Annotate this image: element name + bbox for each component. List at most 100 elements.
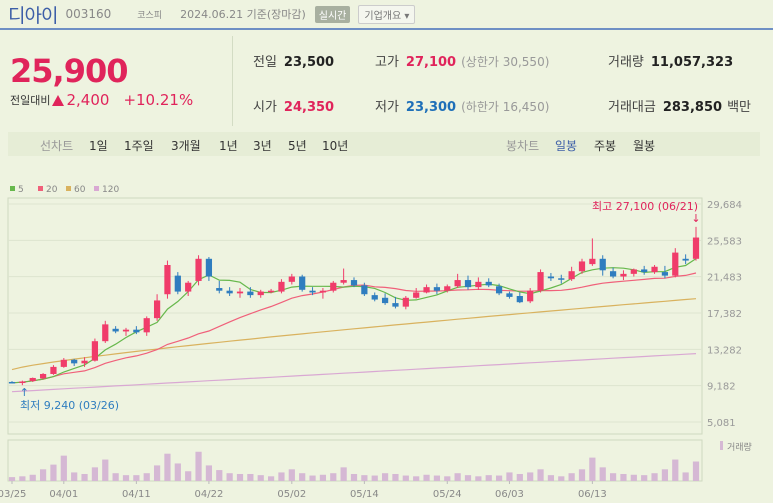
upper-limit: (상한가 30,550) xyxy=(461,55,550,69)
ma5-line xyxy=(11,258,697,384)
volume-bar xyxy=(527,472,534,481)
tab-5year[interactable]: 5년 xyxy=(288,139,307,153)
candle-body xyxy=(143,318,150,333)
candle-body xyxy=(392,303,399,307)
stat-value: 23,300 xyxy=(405,100,457,115)
y-tick-label: 17,382 xyxy=(707,309,742,320)
volume-bar xyxy=(464,475,472,481)
realtime-button[interactable]: 실시간 xyxy=(314,5,351,23)
candle-body xyxy=(475,281,482,288)
legend-swatch xyxy=(94,186,99,191)
x-tick-label: 03/25 xyxy=(0,489,26,500)
volume-bar xyxy=(112,473,119,481)
legend-swatch xyxy=(38,186,43,191)
change-percent: +10.21% xyxy=(123,91,194,109)
change-label: 전일대비 xyxy=(10,94,51,107)
stat-volume: 거래량 11,057,323 xyxy=(608,51,733,70)
candle-body xyxy=(547,276,555,279)
volume-bar xyxy=(299,473,306,481)
tab-3month[interactable]: 3개월 xyxy=(171,139,201,153)
stat-value: 11,057,323 xyxy=(650,55,734,70)
volume-bar xyxy=(454,473,461,481)
volume-bar xyxy=(568,473,575,481)
price-change: 전일대비 2,400 +10.21% xyxy=(10,91,193,109)
company-overview-dropdown[interactable]: 기업개요 ▾ xyxy=(358,4,416,24)
candle-body xyxy=(413,292,420,298)
y-tick-label: 25,583 xyxy=(707,236,742,247)
tab-candle-chart[interactable]: 봉차트 xyxy=(506,139,540,153)
candle-body xyxy=(558,278,565,280)
candle-body xyxy=(444,286,451,291)
y-tick-label: 13,282 xyxy=(707,345,742,356)
y-tick-label: 21,483 xyxy=(707,273,742,284)
stock-code: 003160 xyxy=(65,7,112,21)
candle-body xyxy=(278,281,285,292)
tab-line-chart[interactable]: 선차트 xyxy=(40,139,74,153)
stat-value: 27,100 xyxy=(405,55,457,70)
volume-bar xyxy=(361,475,368,481)
volume-bar xyxy=(578,469,586,481)
tab-1week[interactable]: 1주일 xyxy=(124,139,154,153)
volume-bar xyxy=(71,472,78,481)
candle-body xyxy=(527,290,534,302)
tab-weekly[interactable]: 주봉 xyxy=(594,139,617,153)
volume-bar xyxy=(174,463,181,481)
volume-bar xyxy=(122,475,130,481)
tab-1day[interactable]: 1일 xyxy=(89,139,108,153)
candle-body xyxy=(257,291,264,296)
tab-3year[interactable]: 3년 xyxy=(253,139,272,153)
candle-body xyxy=(267,290,275,293)
x-tick-label: 04/11 xyxy=(122,489,151,500)
volume-bar xyxy=(630,474,637,481)
candle-body xyxy=(236,291,244,294)
tab-1year[interactable]: 1년 xyxy=(219,139,238,153)
candle-body xyxy=(423,287,430,293)
volume-bar xyxy=(651,473,658,481)
volume-bar xyxy=(60,455,67,481)
candle-body xyxy=(402,297,409,307)
header-divider xyxy=(0,28,773,30)
candle-body xyxy=(174,275,181,292)
candle-body xyxy=(350,280,358,286)
tab-monthly[interactable]: 월봉 xyxy=(633,139,656,153)
x-tick-label: 06/13 xyxy=(578,489,607,500)
candle-body xyxy=(589,258,596,265)
high-arrow-icon: ↓ xyxy=(691,212,700,225)
stat-open: 시가 24,350 xyxy=(253,96,334,115)
change-amount: 2,400 xyxy=(66,91,110,109)
volume-bar xyxy=(609,473,617,481)
stat-value: 23,500 xyxy=(283,55,335,70)
market-label: 코스피 xyxy=(137,10,163,21)
candle-body xyxy=(91,341,99,361)
volume-bar xyxy=(195,451,202,481)
volume-bar xyxy=(672,459,679,481)
candle-body xyxy=(381,297,389,304)
volume-bar xyxy=(247,473,254,481)
volume-bar xyxy=(620,473,627,481)
tab-10year[interactable]: 10년 xyxy=(322,139,349,153)
candle-body xyxy=(39,373,47,379)
stat-label: 거래량 xyxy=(608,55,644,70)
tab-daily[interactable]: 일봉 xyxy=(555,139,578,153)
legend-label: 5 xyxy=(18,185,24,195)
volume-bar xyxy=(547,475,555,481)
candle-body xyxy=(226,290,233,294)
volume-bar xyxy=(185,471,192,481)
y-tick-label: 5,081 xyxy=(707,418,736,429)
volume-bar xyxy=(288,469,295,481)
stock-name[interactable]: 디아이 xyxy=(8,4,58,27)
volume-bar xyxy=(50,464,57,481)
low-arrow-icon: ↑ xyxy=(20,386,29,399)
candle-body xyxy=(464,280,472,288)
stat-low: 저가 23,300 (하한가 16,450) xyxy=(375,96,549,115)
volume-bar xyxy=(39,469,47,481)
volume-bar xyxy=(153,465,161,481)
volume-bar xyxy=(340,467,347,481)
high-annotation: 최고 27,100 (06/21) xyxy=(592,200,698,213)
stat-value: 283,850 xyxy=(662,100,723,115)
volume-bar xyxy=(257,475,264,481)
ma20-line xyxy=(11,272,697,384)
candle-body xyxy=(433,287,441,291)
volume-bar xyxy=(589,457,596,481)
